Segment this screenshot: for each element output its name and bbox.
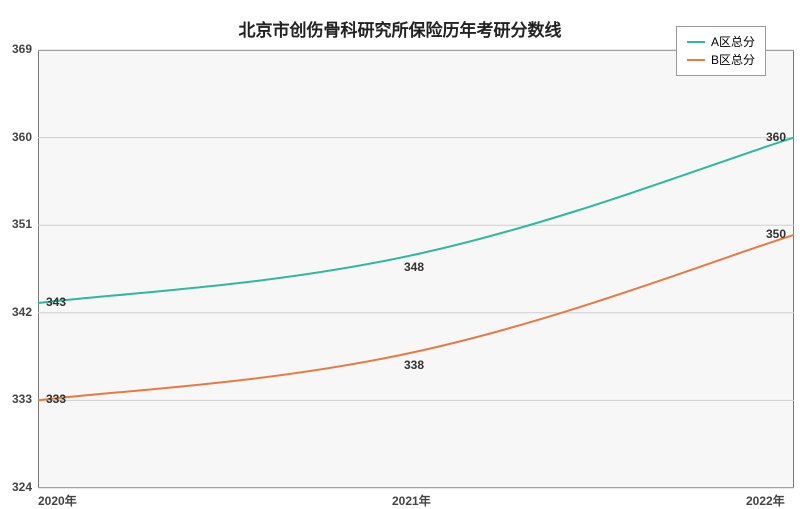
data-point-label: 348 — [402, 260, 426, 274]
y-tick-label: 351 — [12, 217, 32, 231]
y-tick-label: 369 — [12, 42, 32, 56]
data-point-label: 360 — [764, 130, 788, 144]
y-tick-label: 360 — [12, 130, 32, 144]
chart-container: 北京市创伤骨科研究所保险历年考研分数线 A区总分 B区总分 3243333423… — [0, 0, 800, 500]
legend-item-b: B区总分 — [687, 51, 755, 69]
x-tick-label: 2022年 — [746, 492, 785, 509]
y-tick-label: 333 — [12, 392, 32, 406]
y-tick-label: 342 — [12, 305, 32, 319]
data-point-label: 350 — [764, 227, 788, 241]
legend: A区总分 B区总分 — [676, 26, 766, 76]
y-tick-label: 324 — [12, 480, 32, 494]
legend-swatch-b — [687, 59, 705, 61]
data-point-label: 343 — [44, 295, 68, 309]
legend-item-a: A区总分 — [687, 33, 755, 51]
x-tick-label: 2021年 — [392, 492, 431, 509]
legend-label-a: A区总分 — [711, 33, 755, 51]
x-tick-label: 2020年 — [38, 492, 77, 509]
legend-label-b: B区总分 — [711, 51, 755, 69]
data-point-label: 333 — [44, 392, 68, 406]
data-point-label: 338 — [402, 358, 426, 372]
series-line — [38, 138, 794, 303]
legend-swatch-a — [687, 41, 705, 43]
